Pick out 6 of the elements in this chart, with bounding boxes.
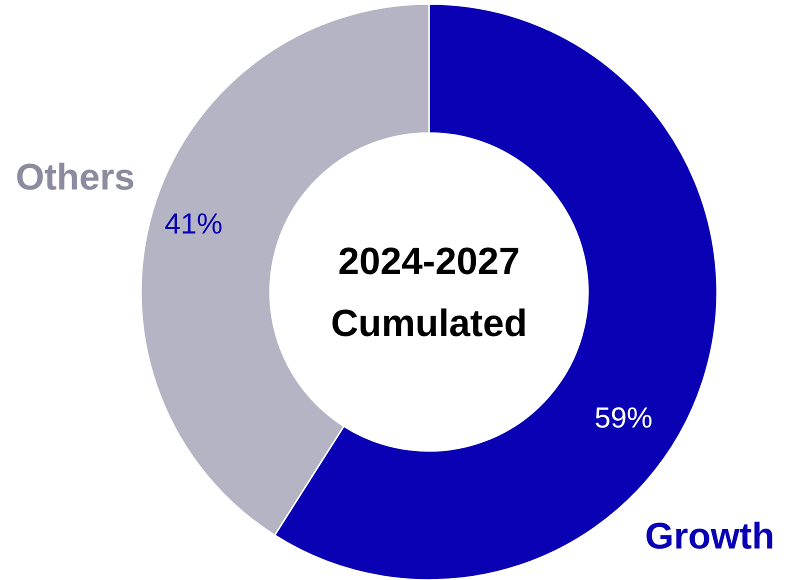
slice-label: Growth xyxy=(645,516,774,557)
data-label: 59% xyxy=(594,402,653,434)
text: 2024-2027 xyxy=(338,241,520,283)
text: Cumulated xyxy=(330,303,528,345)
data-label: 41% xyxy=(164,208,223,240)
slice-label: Others xyxy=(16,156,135,198)
